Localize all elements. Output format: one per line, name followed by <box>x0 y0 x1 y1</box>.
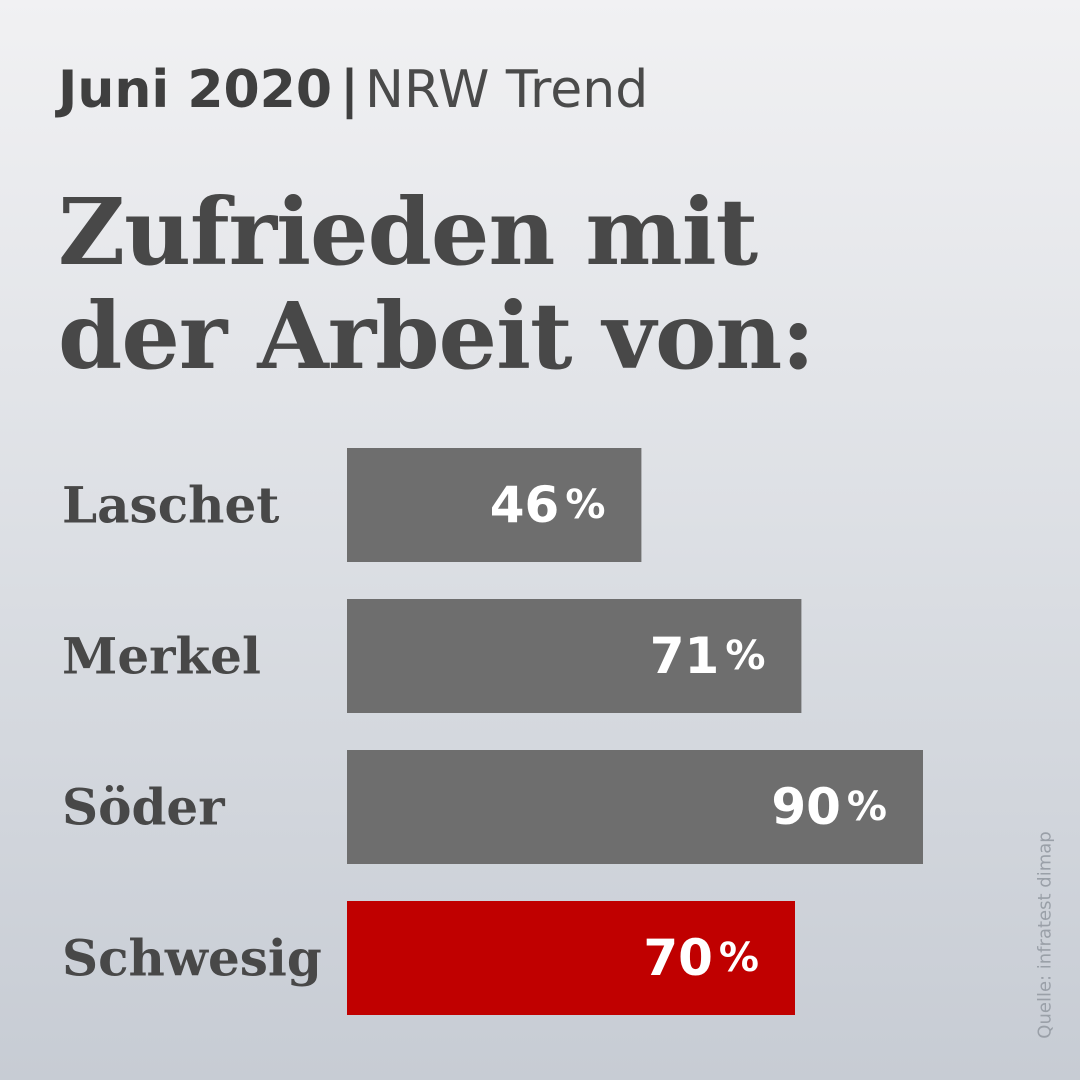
category-label: Laschet <box>62 476 279 535</box>
value-label: 46% <box>490 476 606 534</box>
value-label: 70% <box>643 929 759 987</box>
chart-title: Zufrieden mit der Arbeit von: <box>58 178 815 390</box>
header-date: Juni 2020 <box>58 60 333 120</box>
bar <box>347 448 642 562</box>
category-label: Söder <box>62 778 225 837</box>
chart-title-line-2: der Arbeit von: <box>58 282 815 390</box>
bar <box>347 599 802 713</box>
bar-highlight <box>347 901 795 1015</box>
category-label: Schwesig <box>62 929 322 988</box>
chart-title-line-1: Zufrieden mit <box>58 178 758 286</box>
header-separator: | <box>340 60 360 120</box>
category-label: Merkel <box>62 627 261 686</box>
bar <box>347 750 923 864</box>
value-label: 71% <box>650 627 766 685</box>
header-subtitle: NRW Trend <box>365 60 649 120</box>
header: Juni 2020 | NRW Trend <box>58 58 648 122</box>
value-label: 90% <box>771 778 887 836</box>
source-note: Quelle: infratest dimap <box>1034 831 1056 1039</box>
